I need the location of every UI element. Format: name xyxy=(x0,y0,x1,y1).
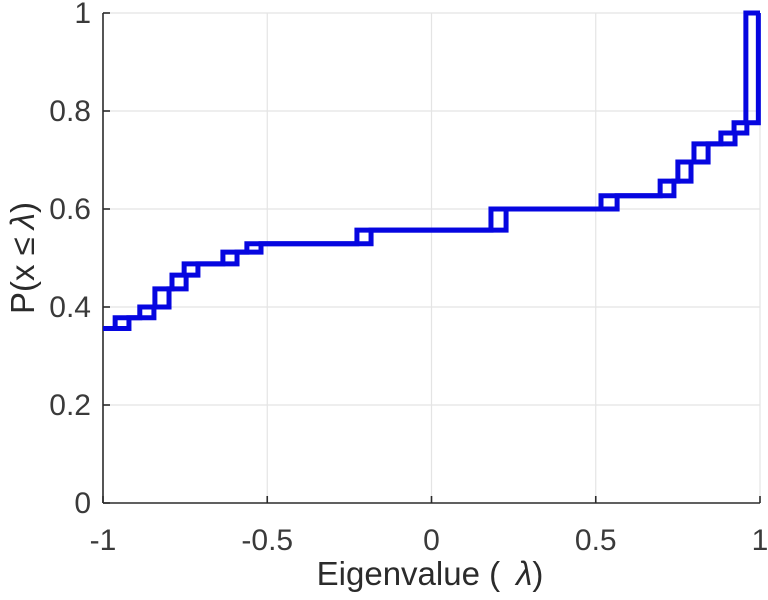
y-axis-label-text: P(x ≤ xyxy=(4,237,41,314)
y-tick-label: 0 xyxy=(74,487,91,520)
y-axis-label-close-paren: ) xyxy=(4,202,41,213)
tick-layer xyxy=(102,12,761,504)
lambda-symbol: λ xyxy=(514,555,532,592)
x-tick-label: 0 xyxy=(423,524,440,557)
grid-layer xyxy=(103,12,761,503)
lambda-symbol: λ xyxy=(4,213,41,231)
x-tick-label: 1 xyxy=(752,524,768,557)
x-tick-label: 0.5 xyxy=(575,524,617,557)
curve-layer xyxy=(103,10,761,332)
y-tick-label: 1 xyxy=(74,0,91,30)
x-axis-label-close-paren: ) xyxy=(532,555,543,592)
y-tick-label: 0.2 xyxy=(49,389,91,422)
x-axis-label-text: Eigenvalue ( xyxy=(317,555,500,592)
y-axis-label: P(x ≤ λ) xyxy=(4,202,41,314)
axis-layer xyxy=(102,12,761,504)
x-tick-label: -0.5 xyxy=(241,524,293,557)
x-axis-label: Eigenvalue ( λ) xyxy=(317,555,544,592)
ecdf-step-upper-edge xyxy=(103,10,761,332)
tick-label-layer: -1 -0.5 0 0.5 1 0 0.2 0.4 0.6 0.8 1 xyxy=(49,0,768,557)
y-tick-label: 0.6 xyxy=(49,193,91,226)
y-tick-label: 0.4 xyxy=(49,291,91,324)
y-tick-label: 0.8 xyxy=(49,95,91,128)
x-tick-label: -1 xyxy=(90,524,117,557)
